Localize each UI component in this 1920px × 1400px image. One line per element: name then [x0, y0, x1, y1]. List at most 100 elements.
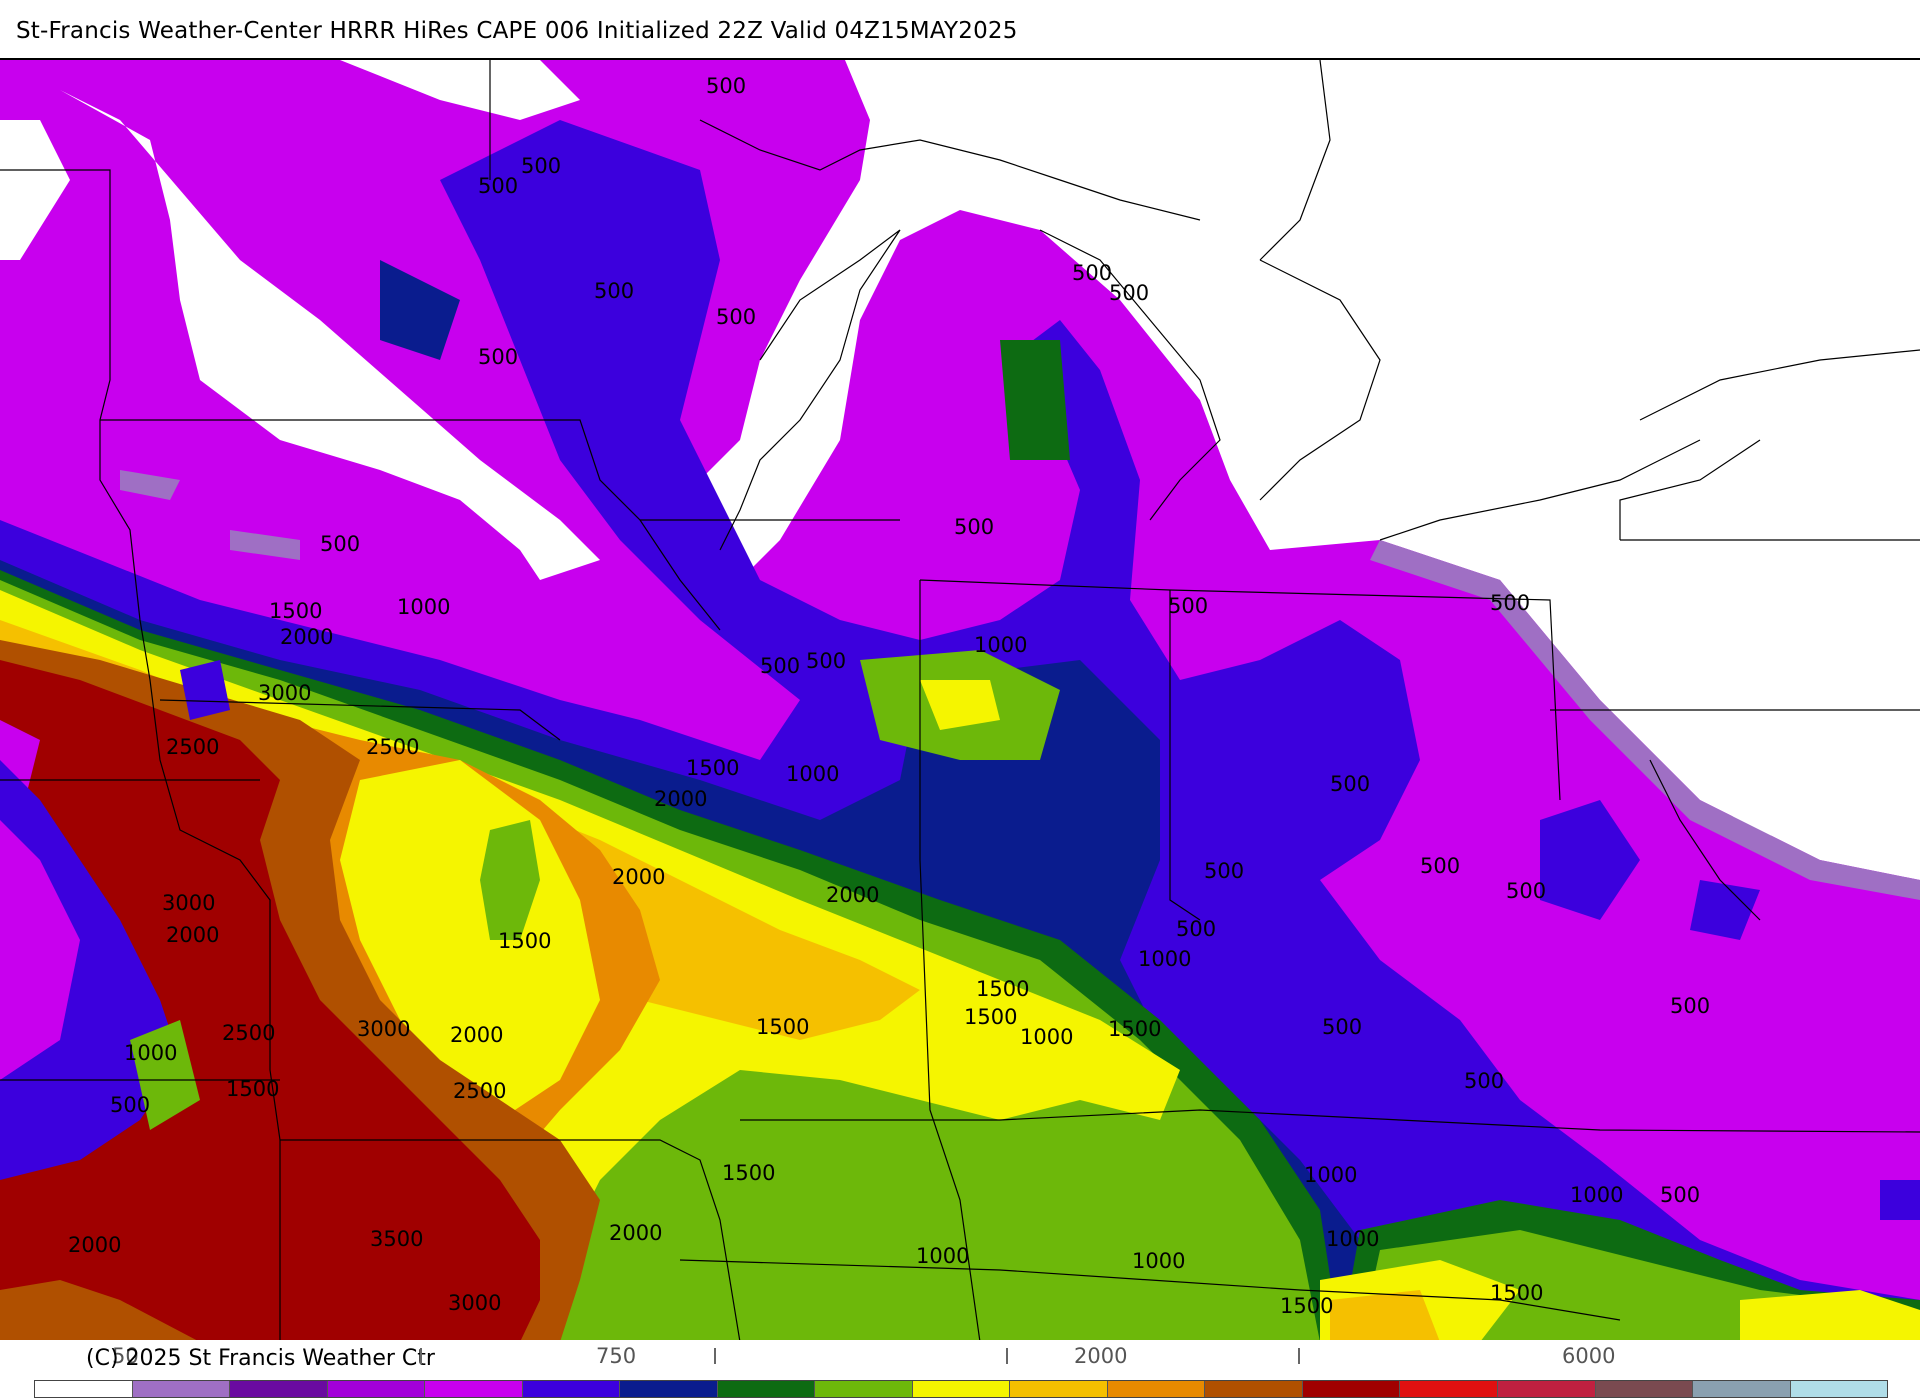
contour-labels: 500 500 500 500 500 500 500 500 500 500 … — [68, 74, 1710, 1318]
contour-label: 3000 — [357, 1017, 410, 1041]
contour-label: 2000 — [450, 1023, 503, 1047]
colorbar-swatch — [912, 1381, 1011, 1397]
contour-label: 2500 — [366, 735, 419, 759]
colorbar-swatch — [1790, 1381, 1888, 1397]
colorbar-swatch — [522, 1381, 621, 1397]
contour-label: 1500 — [1490, 1281, 1543, 1305]
contour-label: 2000 — [654, 787, 707, 811]
colorbar-swatch — [327, 1381, 426, 1397]
colorbar-swatch — [35, 1381, 133, 1397]
colorbar-swatch — [1497, 1381, 1596, 1397]
political-borders — [0, 60, 1920, 1342]
contour-label: 1500 — [226, 1077, 279, 1101]
contour-label: 500 — [1109, 281, 1149, 305]
contour-label: 1500 — [756, 1015, 809, 1039]
contour-label: 1500 — [686, 756, 739, 780]
colorbar-tick-mark — [1006, 1348, 1008, 1364]
colorbar-tick-label: 750 — [596, 1344, 637, 1368]
contour-label: 500 — [1330, 772, 1370, 796]
contour-label: 500 — [1464, 1069, 1504, 1093]
colorbar-swatch — [717, 1381, 816, 1397]
contour-label: 1000 — [974, 633, 1027, 657]
contour-label: 1500 — [1108, 1017, 1161, 1041]
contour-label: 500 — [1168, 594, 1208, 618]
colorbar-tick-mark — [420, 1348, 422, 1364]
colorbar-swatch — [1595, 1381, 1694, 1397]
contour-label: 500 — [1322, 1015, 1362, 1039]
contour-label: 500 — [1490, 591, 1530, 615]
contour-label: 500 — [806, 649, 846, 673]
contour-label: 1000 — [1570, 1183, 1623, 1207]
contour-label: 500 — [594, 279, 634, 303]
contour-label: 1000 — [397, 595, 450, 619]
cape-band-left-pocket — [0, 660, 230, 1180]
contour-label: 1500 — [964, 1005, 1017, 1029]
contour-label: 2500 — [222, 1021, 275, 1045]
contour-label: 2000 — [68, 1233, 121, 1257]
contour-label: 1000 — [786, 762, 839, 786]
contour-label: 500 — [1204, 859, 1244, 883]
contour-label: 500 — [760, 654, 800, 678]
contour-label: 1000 — [1326, 1227, 1379, 1251]
colorbar-swatch — [620, 1381, 718, 1397]
contour-label: 500 — [1660, 1183, 1700, 1207]
copyright-notice: (C) 2025 St Francis Weather Ctr — [86, 1346, 435, 1371]
contour-label: 500 — [1670, 994, 1710, 1018]
colorbar-tick-label: 6000 — [1562, 1344, 1616, 1368]
contour-label: 1000 — [1020, 1025, 1073, 1049]
great-lakes-outlines — [699, 119, 1920, 551]
colorbar-tick-mark — [714, 1348, 716, 1364]
colorbar-swatch — [1693, 1381, 1791, 1397]
contour-label: 500 — [716, 305, 756, 329]
colorbar-swatch — [1107, 1381, 1206, 1397]
contour-label: 500 — [521, 154, 561, 178]
contour-label: 3500 — [370, 1227, 423, 1251]
cape-colorbar — [34, 1380, 1888, 1398]
colorbar-swatch — [1302, 1381, 1401, 1397]
contour-label: 2000 — [612, 865, 665, 889]
contour-label: 500 — [1420, 854, 1460, 878]
cape-band-light-purple — [120, 470, 1920, 900]
contour-label: 1000 — [916, 1244, 969, 1268]
cape-map: 500 500 500 500 500 500 500 500 500 500 … — [0, 58, 1920, 1342]
contour-label: 1000 — [1138, 947, 1191, 971]
colorbar-swatch — [425, 1381, 523, 1397]
footer: 50 (C) 2025 St Francis Weather Ctr 750 2… — [0, 1340, 1920, 1400]
contour-label: 1500 — [498, 929, 551, 953]
colorbar-tick-label: 2000 — [1074, 1344, 1128, 1368]
colorbar-swatch — [815, 1381, 913, 1397]
contour-label: 1500 — [722, 1161, 775, 1185]
contour-label: 500 — [1176, 917, 1216, 941]
contour-label: 500 — [320, 532, 360, 556]
contour-label: 2500 — [453, 1079, 506, 1103]
cape-map-canvas: 500 500 500 500 500 500 500 500 500 500 … — [0, 60, 1920, 1342]
contour-label: 1000 — [1304, 1163, 1357, 1187]
cape-band-green-core — [480, 820, 540, 940]
contour-label: 500 — [110, 1093, 150, 1117]
contour-label: 3000 — [258, 681, 311, 705]
contour-label: 3000 — [448, 1291, 501, 1315]
page-title: St-Francis Weather-Center HRRR HiRes CAP… — [16, 18, 1018, 44]
colorbar-swatch — [1205, 1381, 1303, 1397]
contour-label: 1500 — [269, 599, 322, 623]
contour-label: 500 — [478, 174, 518, 198]
contour-label: 2000 — [609, 1221, 662, 1245]
contour-label: 1000 — [1132, 1249, 1185, 1273]
contour-label: 500 — [478, 345, 518, 369]
contour-label: 1500 — [976, 977, 1029, 1001]
contour-label: 2000 — [280, 625, 333, 649]
contour-label: 2500 — [166, 735, 219, 759]
contour-label: 2000 — [166, 923, 219, 947]
contour-label: 500 — [706, 74, 746, 98]
colorbar-tick-mark — [1298, 1348, 1300, 1364]
contour-label: 500 — [1072, 261, 1112, 285]
contour-label: 2000 — [826, 883, 879, 907]
contour-label: 3000 — [162, 891, 215, 915]
colorbar-swatch — [1010, 1381, 1108, 1397]
colorbar-swatch — [230, 1381, 328, 1397]
contour-label: 1500 — [1280, 1294, 1333, 1318]
colorbar-swatch — [132, 1381, 231, 1397]
colorbar-swatch — [1400, 1381, 1498, 1397]
contour-label: 500 — [1506, 879, 1546, 903]
contour-label: 1000 — [124, 1041, 177, 1065]
